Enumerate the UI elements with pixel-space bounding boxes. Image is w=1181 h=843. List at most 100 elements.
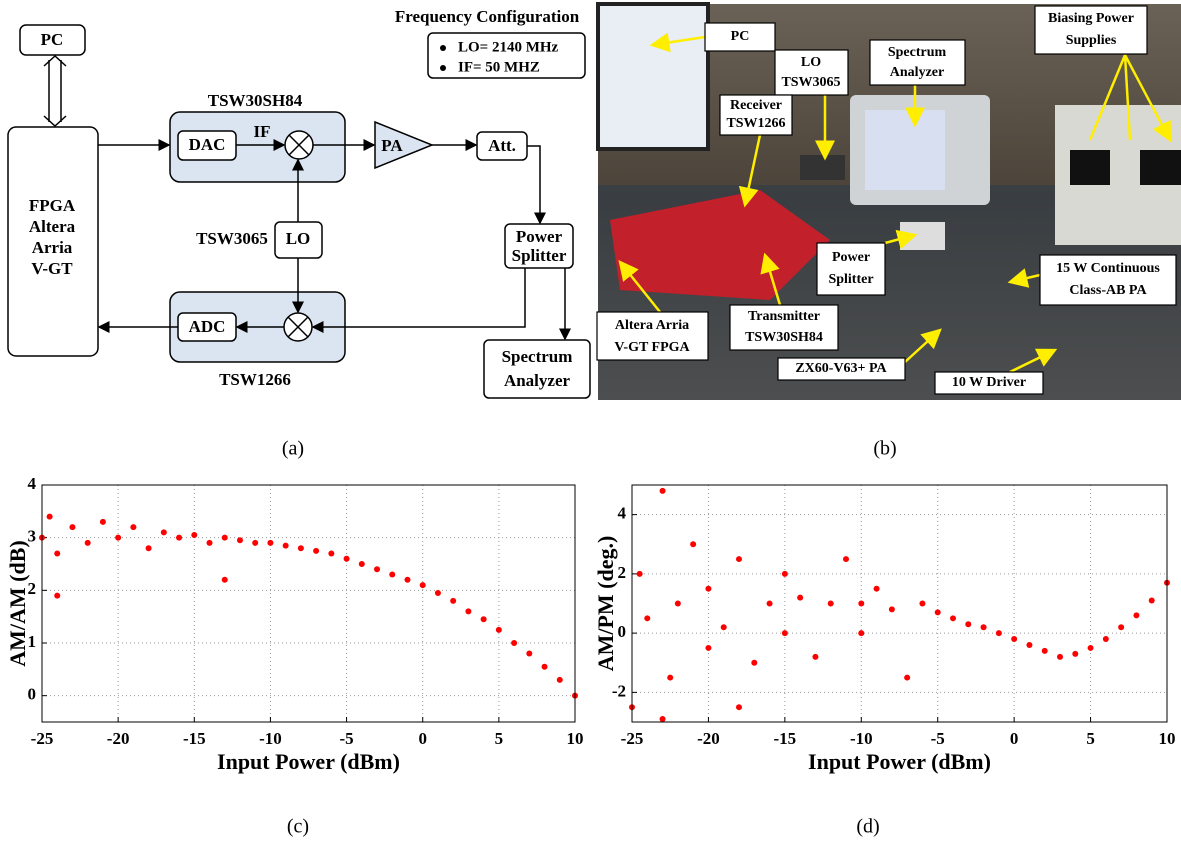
- bullet: [440, 45, 446, 51]
- caption: (b): [873, 438, 896, 460]
- pc-label: PC: [41, 30, 64, 49]
- scatter-point: [495, 626, 502, 633]
- scatter-point: [659, 487, 666, 494]
- photo-label: TSW3065: [781, 75, 840, 90]
- scatter-point: [980, 624, 987, 631]
- fpga-label: Altera: [29, 217, 76, 236]
- scatter-point: [419, 582, 426, 589]
- scatter-point: [827, 600, 834, 607]
- scatter-point: [374, 566, 381, 573]
- scatter-point: [751, 659, 758, 666]
- scatter-point: [191, 532, 198, 539]
- y-tick-label: 4: [618, 504, 627, 523]
- y-tick-label: -2: [612, 681, 626, 700]
- ps-display: [1140, 150, 1181, 185]
- y-axis-label: AM/AM (dB): [5, 540, 30, 666]
- photo-label-box: [704, 22, 776, 52]
- scatter-point: [1118, 624, 1125, 631]
- scatter-point: [690, 541, 697, 548]
- freq-box: [427, 32, 586, 79]
- rx-board-label: TSW1266: [219, 370, 291, 389]
- photo-label-box: [729, 304, 839, 351]
- scatter-point: [934, 609, 941, 616]
- scatter-point: [843, 556, 849, 563]
- y-tick-label: 2: [28, 579, 37, 598]
- scatter-point: [434, 589, 441, 596]
- scatter-point: [145, 545, 152, 552]
- bullet: [440, 65, 446, 71]
- x-axis-label: Input Power (dBm): [808, 749, 991, 774]
- photo-label-box: [1034, 5, 1148, 55]
- scatter-point: [705, 585, 712, 592]
- x-tick-label: 0: [418, 729, 427, 748]
- pointer: [760, 252, 782, 306]
- scatter-point: [919, 600, 926, 607]
- scatter-point: [511, 640, 518, 646]
- fpga-box: [7, 126, 99, 357]
- splitter-label: Splitter: [512, 246, 567, 265]
- scatter-point: [667, 674, 674, 681]
- scatter-point: [1011, 636, 1018, 643]
- fpga-label: V-GT: [31, 259, 73, 278]
- pointer: [884, 229, 918, 250]
- caption: (c): [287, 816, 309, 838]
- scatter-point: [282, 542, 289, 549]
- scatter-point: [888, 606, 895, 613]
- y-axis-label: AM/PM (deg.): [593, 536, 618, 672]
- scatter-point: [556, 676, 563, 683]
- scatter-point: [267, 539, 274, 546]
- photo-label: Power: [832, 250, 870, 265]
- x-tick-label: -10: [259, 729, 282, 748]
- scatter-point: [1041, 647, 1048, 654]
- photo-label-box: [777, 357, 906, 381]
- x-tick-label: 0: [1010, 729, 1019, 748]
- x-tick-label: -25: [621, 729, 644, 748]
- scatter-point: [766, 600, 773, 607]
- scatter-point: [313, 547, 320, 554]
- photo-label: Receiver: [730, 98, 782, 113]
- x-tick-label: 10: [1159, 729, 1176, 748]
- mixer: [283, 312, 313, 342]
- scatter-point: [115, 534, 122, 541]
- scatter-point: [1087, 644, 1094, 651]
- scatter-point: [904, 674, 911, 681]
- pointer: [1009, 348, 1058, 374]
- x-tick-label: -25: [31, 729, 54, 748]
- pointer: [738, 134, 762, 208]
- scatter-point: [858, 630, 865, 637]
- scatter-point: [705, 644, 712, 651]
- scatter-point: [99, 518, 106, 525]
- analyzer-screen: [865, 110, 945, 190]
- photo-label: Transmitter: [748, 309, 820, 324]
- x-axis-label: Input Power (dBm): [217, 749, 400, 774]
- fpga-label: FPGA: [29, 196, 76, 215]
- photo-label: Class-AB PA: [1069, 283, 1147, 298]
- scatter-point: [1026, 641, 1033, 648]
- photo-label: 10 W Driver: [952, 375, 1026, 390]
- x-tick-label: 10: [567, 729, 584, 748]
- att-label: Att.: [488, 136, 516, 155]
- mixer: [284, 130, 314, 160]
- dac-label: DAC: [189, 135, 226, 154]
- scatter-point: [950, 615, 956, 622]
- photo-label-box: [596, 311, 709, 361]
- spectrum-label: Spectrum: [502, 347, 573, 366]
- splitter-label: Power: [516, 227, 563, 246]
- fpga-label: Arria: [32, 238, 73, 257]
- scatter-point: [221, 576, 228, 583]
- pointer: [1088, 54, 1170, 140]
- caption: (a): [282, 438, 304, 460]
- plot-frame: [631, 484, 1168, 723]
- y-tick-label: 4: [28, 474, 37, 493]
- scatter-point: [465, 608, 472, 615]
- tx-board-label: TSW30SH84: [208, 91, 303, 110]
- if-label: IF: [254, 122, 271, 141]
- scatter-point: [404, 576, 411, 583]
- photo-label-box: [816, 242, 886, 296]
- pc-box: [19, 24, 86, 56]
- scatter-point: [1072, 650, 1079, 657]
- monitor: [596, 2, 710, 151]
- scatter-point: [526, 650, 533, 657]
- photo-label: Splitter: [828, 272, 873, 287]
- scatter-point: [858, 600, 865, 607]
